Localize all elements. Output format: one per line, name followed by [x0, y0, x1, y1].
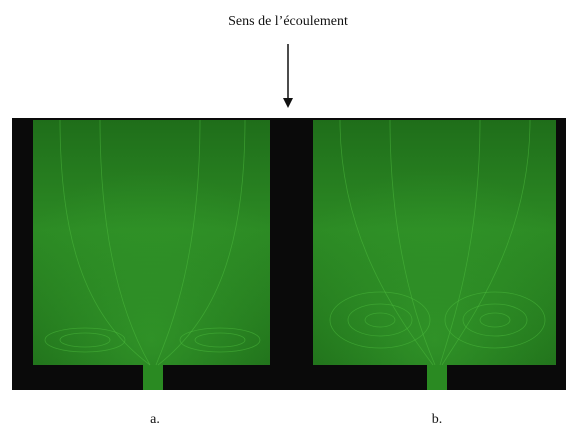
panel-b-image: [313, 120, 556, 390]
flow-arrow-head: [283, 98, 293, 108]
flow-direction-label: Sens de l’écoulement: [228, 14, 348, 29]
panel-label: b.: [432, 412, 443, 427]
page: Sens de l’écoulement a. b. (() => { cons…: [0, 0, 566, 429]
panel-label: a.: [150, 412, 160, 427]
figure: Sens de l’écoulement a. b.: [0, 0, 566, 429]
panel-a-image: [33, 120, 270, 390]
